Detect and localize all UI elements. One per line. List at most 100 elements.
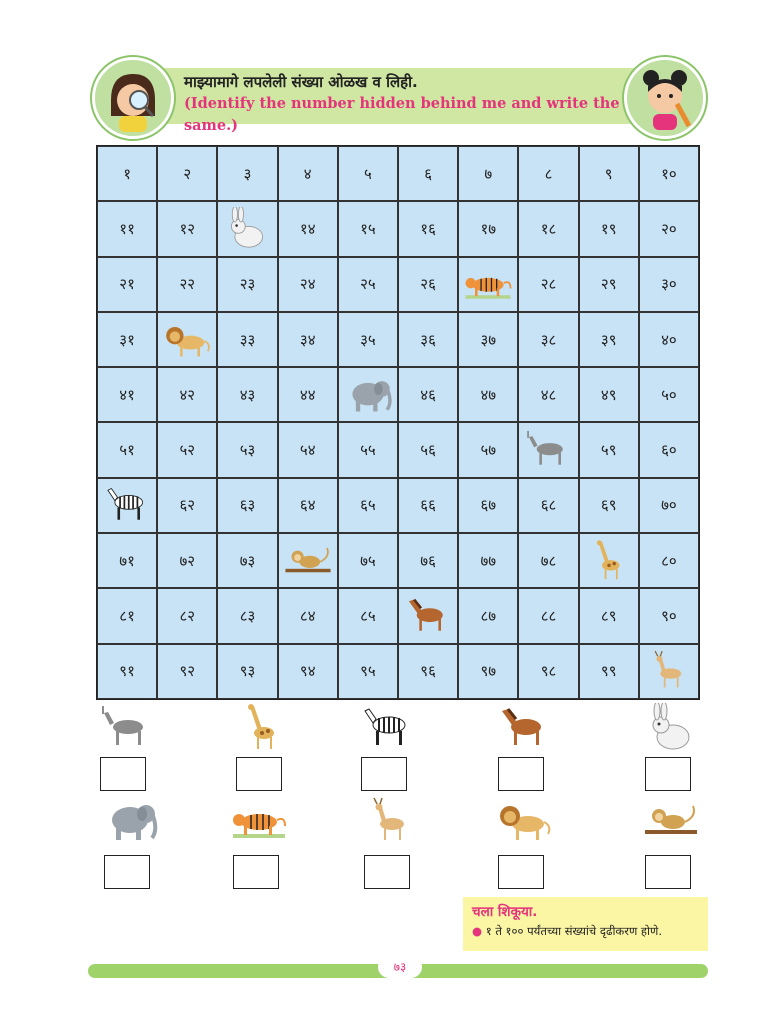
grid-cell: ९९ xyxy=(578,643,639,699)
grid-cell: ६५ xyxy=(337,477,398,534)
grid-cell: १४ xyxy=(277,201,338,257)
grid-cell: २४ xyxy=(277,256,338,312)
title-english: (Identify the number hidden behind me an… xyxy=(184,95,620,134)
grid-cell: ८९ xyxy=(578,588,639,644)
grid-cell: ६८ xyxy=(518,477,579,534)
grid-cell: ३० xyxy=(638,256,699,312)
hundred-number-grid: १ २ ३ ४ ५ ६ ७ ८ ९ १० ११ १२ १४ १५ १६ १७ १८ १९ २० २१ २२ २३ २४ २५ २… xyxy=(96,145,700,700)
grid-cell: ७७ xyxy=(458,533,519,589)
horse-answer-box[interactable] xyxy=(498,757,544,791)
donkey-icon xyxy=(96,703,166,753)
grid-cell: ६४ xyxy=(277,477,338,534)
grid-cell: २ xyxy=(157,146,218,202)
grid-cell: ५७ xyxy=(458,422,519,478)
grid-cell: ८५ xyxy=(337,588,398,644)
title-marathi: माझ्यामागे लपलेली संख्या ओळख व लिही. xyxy=(184,73,418,91)
grid-cell: ५१ xyxy=(97,422,158,478)
grid-cell: १५ xyxy=(337,201,398,257)
lets-learn-text: १ ते १०० पर्यंतच्या संख्यांचे दृढीकरण हो… xyxy=(485,924,662,938)
giraffe-icon xyxy=(578,533,639,589)
zebra-icon xyxy=(357,703,427,753)
grid-cell: ५५ xyxy=(337,422,398,478)
grid-cell: ३३ xyxy=(217,311,278,368)
grid-cell: ४७ xyxy=(458,367,519,423)
grid-cell: १२ xyxy=(157,201,218,257)
grid-cell: ९६ xyxy=(398,643,459,699)
grid-cell: २३ xyxy=(217,256,278,312)
tiger-answer-box[interactable] xyxy=(233,855,279,889)
elephant-answer-box[interactable] xyxy=(104,855,150,889)
grid-cell: ९५ xyxy=(337,643,398,699)
grid-cell: ६ xyxy=(398,146,459,202)
grid-cell: ७ xyxy=(458,146,519,202)
grid-cell: ८३ xyxy=(217,588,278,644)
grid-cell: ३९ xyxy=(578,311,639,368)
grid-cell: ६९ xyxy=(578,477,639,534)
grid-cell: ११ xyxy=(97,201,158,257)
grid-cell: ३४ xyxy=(277,311,338,368)
footer-strip: ७३ xyxy=(88,956,708,978)
donkey-answer-box[interactable] xyxy=(100,757,146,791)
grid-cell: १० xyxy=(638,146,699,202)
grid-cell: ७३ xyxy=(217,533,278,589)
lets-learn-box: चला शिकूया. ● १ ते १०० पर्यंतच्या संख्या… xyxy=(463,897,708,951)
grid-cell: ८८ xyxy=(518,588,579,644)
grid-cell: ६६ xyxy=(398,477,459,534)
grid-cell: ५० xyxy=(638,367,699,423)
girl-magnifier-avatar xyxy=(92,57,174,139)
banner-bar xyxy=(130,68,670,124)
rabbit-icon xyxy=(641,703,711,753)
deer-icon xyxy=(638,643,699,699)
grid-cell: ८२ xyxy=(157,588,218,644)
zebra-answer-box[interactable] xyxy=(361,757,407,791)
grid-cell: ७८ xyxy=(518,533,579,589)
grid-cell: ३७ xyxy=(458,311,519,368)
bullet-icon: ● xyxy=(472,924,483,938)
grid-cell: २५ xyxy=(337,256,398,312)
grid-cell: ९२ xyxy=(157,643,218,699)
girl-magnifier-icon xyxy=(97,62,169,134)
lion-icon xyxy=(157,311,218,368)
grid-cell: ९८ xyxy=(518,643,579,699)
grid-cell: ३१ xyxy=(97,311,158,368)
header-banner: माझ्यामागे लपलेली संख्या ओळख व लिही. (Id… xyxy=(90,57,708,139)
grid-cell: ९१ xyxy=(97,643,158,699)
grid-cell: ५ xyxy=(337,146,398,202)
grid-cell: ९७ xyxy=(458,643,519,699)
grid-cell: ५९ xyxy=(578,422,639,478)
grid-cell: ४१ xyxy=(97,367,158,423)
grid-cell: ७० xyxy=(638,477,699,534)
zebra-icon xyxy=(97,477,158,534)
horse-icon xyxy=(494,703,564,753)
lion-answer-box[interactable] xyxy=(498,855,544,889)
grid-cell: ४६ xyxy=(398,367,459,423)
deer-answer-box[interactable] xyxy=(364,855,410,889)
monkey-icon xyxy=(641,796,711,846)
grid-cell: ८० xyxy=(638,533,699,589)
grid-cell: ५४ xyxy=(277,422,338,478)
rabbit-answer-box[interactable] xyxy=(645,757,691,791)
grid-cell: ७२ xyxy=(157,533,218,589)
giraffe-icon xyxy=(232,703,302,753)
banner-text: माझ्यामागे लपलेली संख्या ओळख व लिही. (Id… xyxy=(184,71,624,137)
giraffe-answer-box[interactable] xyxy=(236,757,282,791)
grid-cell: ४२ xyxy=(157,367,218,423)
grid-cell: २६ xyxy=(398,256,459,312)
grid-cell: ४९ xyxy=(578,367,639,423)
grid-cell: ९४ xyxy=(277,643,338,699)
elephant-icon xyxy=(100,796,170,846)
monkey-icon xyxy=(277,533,338,589)
grid-cell: १९ xyxy=(578,201,639,257)
grid-cell: ४ xyxy=(277,146,338,202)
grid-cell: १८ xyxy=(518,201,579,257)
grid-cell: ९३ xyxy=(217,643,278,699)
grid-cell: ८७ xyxy=(458,588,519,644)
grid-cell: ३८ xyxy=(518,311,579,368)
grid-cell: २८ xyxy=(518,256,579,312)
grid-cell: २० xyxy=(638,201,699,257)
grid-cell: ७६ xyxy=(398,533,459,589)
monkey-answer-box[interactable] xyxy=(645,855,691,889)
elephant-icon xyxy=(337,367,398,423)
grid-cell: ४० xyxy=(638,311,699,368)
grid-cell: २२ xyxy=(157,256,218,312)
